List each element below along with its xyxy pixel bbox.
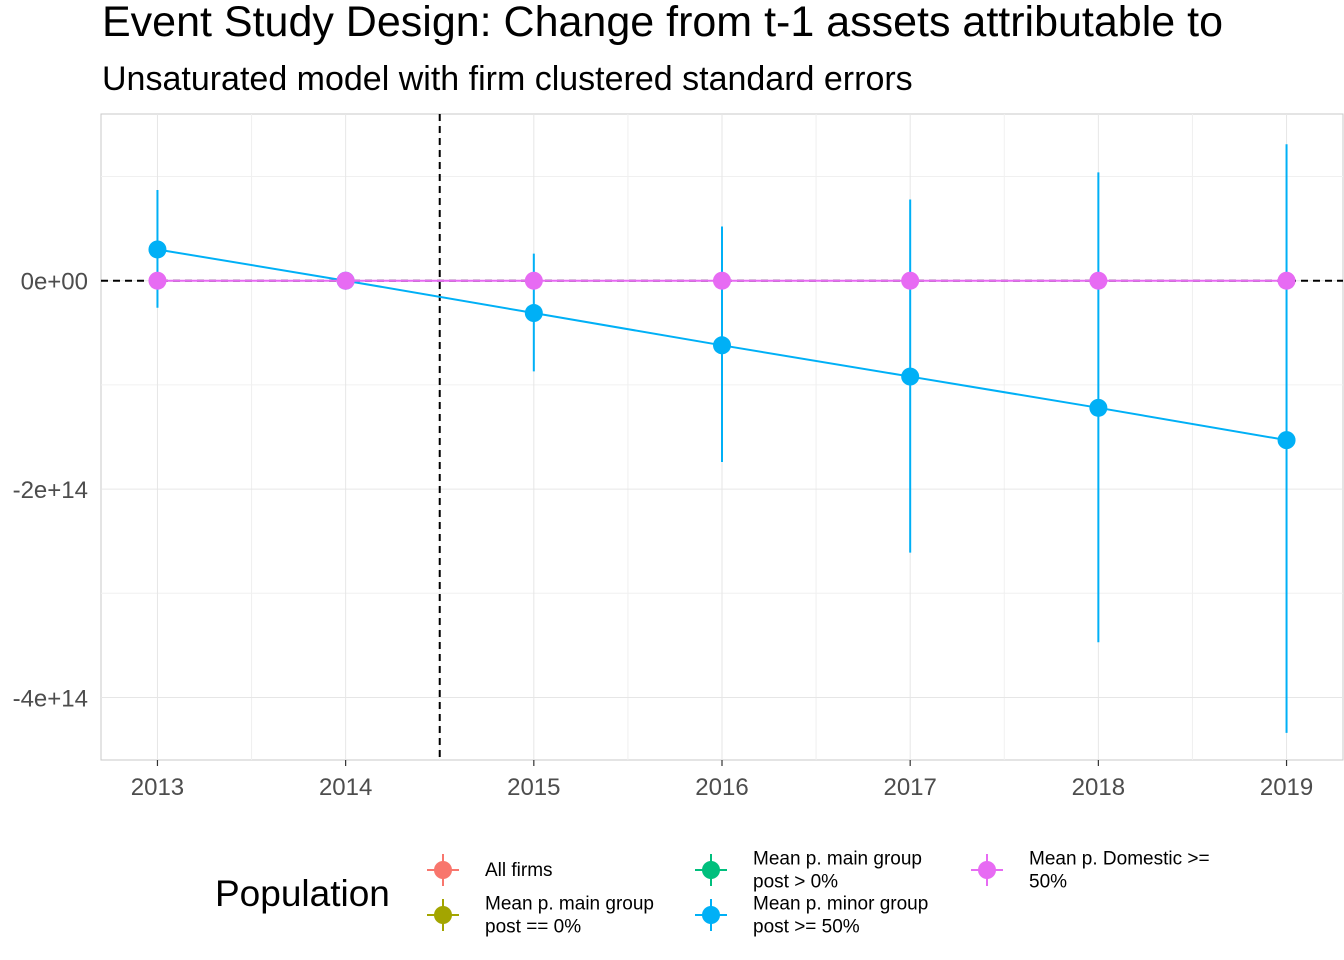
legend-label: post > 0% — [753, 872, 838, 893]
x-tick-label: 2015 — [507, 774, 560, 801]
x-tick-label: 2016 — [695, 774, 748, 801]
series-group — [148, 271, 1296, 290]
y-axis: 0e+00 -2e+14 -4e+14 — [13, 269, 88, 713]
data-point — [901, 271, 920, 290]
data-series — [148, 144, 1296, 733]
legend-key-point — [434, 861, 452, 879]
x-tick-label: 2018 — [1072, 774, 1125, 801]
legend-entry: All firms — [427, 854, 553, 886]
legend-key-point — [702, 906, 720, 924]
data-point — [1277, 271, 1296, 290]
x-axis: 2013 2014 2015 2016 2017 2018 2019 — [131, 760, 1313, 801]
y-tick-label: -4e+14 — [13, 685, 88, 712]
legend-key-point — [702, 861, 720, 879]
data-point — [524, 304, 543, 323]
x-tick-label: 2014 — [319, 774, 372, 801]
x-tick-label: 2013 — [131, 774, 184, 801]
legend-key-point — [978, 861, 996, 879]
legend-label: post >= 50% — [753, 917, 860, 938]
data-point — [148, 240, 167, 259]
chart-subtitle: Unsaturated model with firm clustered st… — [102, 60, 913, 98]
chart-title: Event Study Design: Change from t-1 asse… — [102, 0, 1223, 46]
data-point — [336, 271, 355, 290]
y-tick-label: 0e+00 — [21, 269, 88, 296]
legend-title: Population — [215, 873, 390, 914]
data-point — [1089, 271, 1108, 290]
legend-label: Mean p. main group — [485, 894, 654, 915]
legend-label: Mean p. main group — [753, 849, 922, 870]
legend-label: Mean p. Domestic >= — [1029, 849, 1210, 870]
legend-label: 50% — [1029, 872, 1067, 893]
data-point — [148, 271, 167, 290]
data-point — [1277, 431, 1296, 450]
data-point — [524, 271, 543, 290]
legend-label: All firms — [485, 860, 553, 881]
y-tick-label: -2e+14 — [13, 477, 88, 504]
x-tick-label: 2017 — [883, 774, 936, 801]
data-point — [901, 367, 920, 386]
x-tick-label: 2019 — [1260, 774, 1313, 801]
data-point — [713, 336, 731, 355]
data-point — [1089, 398, 1108, 417]
legend-label: Mean p. minor group — [753, 894, 928, 915]
legend-label: post == 0% — [485, 917, 581, 938]
data-point — [713, 271, 731, 290]
legend-entry: Mean p. Domestic >=50% — [971, 849, 1210, 893]
legend-key-point — [434, 906, 452, 924]
